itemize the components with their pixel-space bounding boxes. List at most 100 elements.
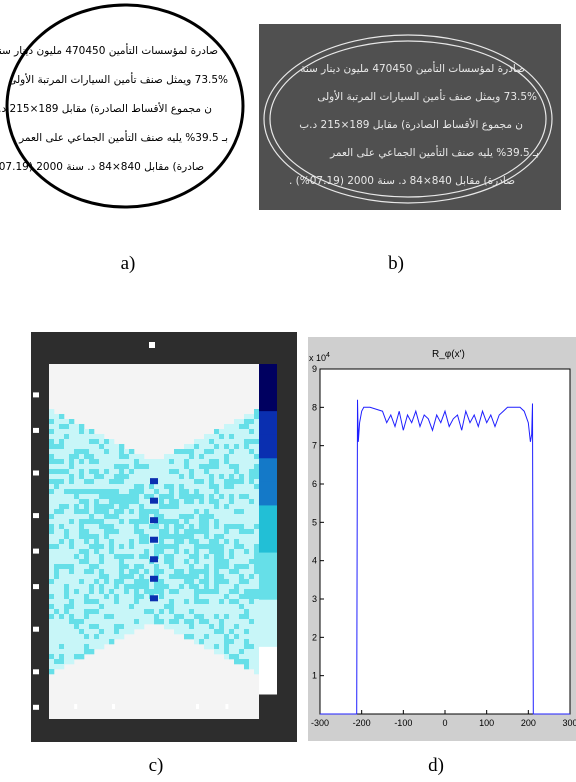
- heatmap-cell: [134, 534, 140, 540]
- heatmap-cell: [124, 529, 130, 535]
- heatmap-cell: [84, 534, 90, 540]
- heatmap-cell: [94, 464, 100, 470]
- heatmap-cell: [79, 459, 85, 465]
- heatmap-cell: [89, 519, 95, 525]
- heatmap-cell: [194, 454, 200, 460]
- heatmap-cell: [234, 504, 240, 510]
- heatmap-cell: [149, 514, 155, 520]
- heatmap-y-tick: [33, 427, 39, 433]
- heatmap-cell: [244, 609, 250, 615]
- heatmap-cell: [109, 499, 115, 505]
- heatmap-cell: [184, 509, 190, 515]
- heatmap-cell: [229, 634, 235, 640]
- heatmap-cell: [219, 509, 225, 515]
- heatmap-cell: [94, 519, 100, 525]
- heatmap-cell: [214, 514, 220, 520]
- heatmap-cell: [249, 514, 255, 520]
- heatmap-cell: [129, 619, 135, 625]
- heatmap-cell: [244, 569, 250, 575]
- heatmap-cell: [84, 429, 90, 435]
- heatmap-cell: [244, 449, 250, 455]
- heatmap-cell: [179, 569, 185, 575]
- heatmap-cell: [239, 644, 245, 650]
- heatmap-cell: [219, 494, 225, 500]
- heatmap-cell: [114, 569, 120, 575]
- heatmap-cell: [109, 549, 115, 555]
- heatmap-cell: [154, 484, 160, 490]
- heatmap-cell: [184, 454, 190, 460]
- heatmap-cell: [69, 439, 75, 445]
- heatmap-cell: [134, 454, 140, 460]
- heatmap-y-tick: [33, 513, 39, 519]
- heatmap-cell: [194, 444, 200, 450]
- heatmap-cell: [54, 464, 60, 470]
- heatmap-cell: [219, 434, 225, 440]
- heatmap-cell: [164, 579, 170, 585]
- colorbar-segment: [259, 599, 277, 624]
- heatmap-cell: [124, 554, 130, 560]
- heatmap-cell: [104, 469, 110, 475]
- heatmap-cell: [114, 539, 120, 545]
- y-tick-label: 9: [312, 364, 317, 374]
- heatmap-cell: [59, 439, 65, 445]
- heatmap-cell: [99, 574, 105, 580]
- heatmap-cell: [184, 514, 190, 520]
- panel-a: صادرة لمؤسسات التأمين 470450 مليون دينار…: [0, 0, 250, 270]
- heatmap-cell: [109, 469, 115, 475]
- heatmap-cell: [54, 604, 60, 610]
- heatmap-cell: [214, 564, 220, 570]
- heatmap-cell: [199, 444, 205, 450]
- heatmap-cell: [124, 609, 130, 615]
- heatmap-cell: [64, 439, 70, 445]
- heatmap-cell: [194, 544, 200, 550]
- heatmap-cell: [84, 544, 90, 550]
- heatmap-cell: [144, 464, 150, 470]
- heatmap-cell: [224, 489, 230, 495]
- heatmap-cell: [54, 659, 60, 665]
- heatmap-cell: [119, 509, 125, 515]
- heatmap-cell: [214, 609, 220, 615]
- colorbar-segment: [259, 364, 277, 389]
- heatmap-cell: [59, 659, 65, 665]
- heatmap-cell: [194, 564, 200, 570]
- heatmap-cell: [59, 449, 65, 455]
- heatmap-cell: [99, 489, 105, 495]
- heatmap-cell: [179, 509, 185, 515]
- heatmap-cell: [79, 644, 85, 650]
- heatmap-cell: [94, 529, 100, 535]
- heatmap-cell: [119, 589, 125, 595]
- heatmap-cell: [199, 614, 205, 620]
- heatmap-cell: [214, 504, 220, 510]
- heatmap-cell: [59, 444, 65, 450]
- heatmap-cell: [129, 599, 135, 605]
- heatmap-cell: [149, 619, 155, 625]
- heatmap-cell: [114, 499, 120, 505]
- heatmap-cell: [254, 409, 260, 415]
- heatmap-cell: [189, 524, 195, 530]
- heatmap-cell: [169, 579, 175, 585]
- heatmap-cell: [154, 509, 160, 515]
- heatmap-cell: [109, 504, 115, 510]
- heatmap-cell: [89, 574, 95, 580]
- heatmap-cell: [129, 464, 135, 470]
- heatmap-cell: [159, 574, 165, 580]
- heatmap-cell: [74, 614, 80, 620]
- heatmap-cell: [69, 494, 75, 500]
- heatmap-cell: [204, 584, 210, 590]
- heatmap-cell: [89, 449, 95, 455]
- heatmap-cell: [184, 549, 190, 555]
- heatmap-cell: [134, 594, 140, 600]
- heatmap-cell: [249, 434, 255, 440]
- heatmap-title-mark: [149, 342, 155, 348]
- heatmap-cell: [154, 569, 160, 575]
- heatmap-cell: [184, 554, 190, 560]
- heatmap-cell: [109, 474, 115, 480]
- heatmap-cell: [209, 569, 215, 575]
- heatmap-cell: [194, 499, 200, 505]
- panel-b-text-line: 73.5% ويمثل صنف تأمين السيارات المرتبة ا…: [317, 91, 537, 103]
- panel-c: [31, 332, 297, 742]
- heatmap-cell: [239, 424, 245, 430]
- heatmap-cell: [119, 534, 125, 540]
- heatmap-cell: [169, 474, 175, 480]
- heatmap-cell: [49, 534, 55, 540]
